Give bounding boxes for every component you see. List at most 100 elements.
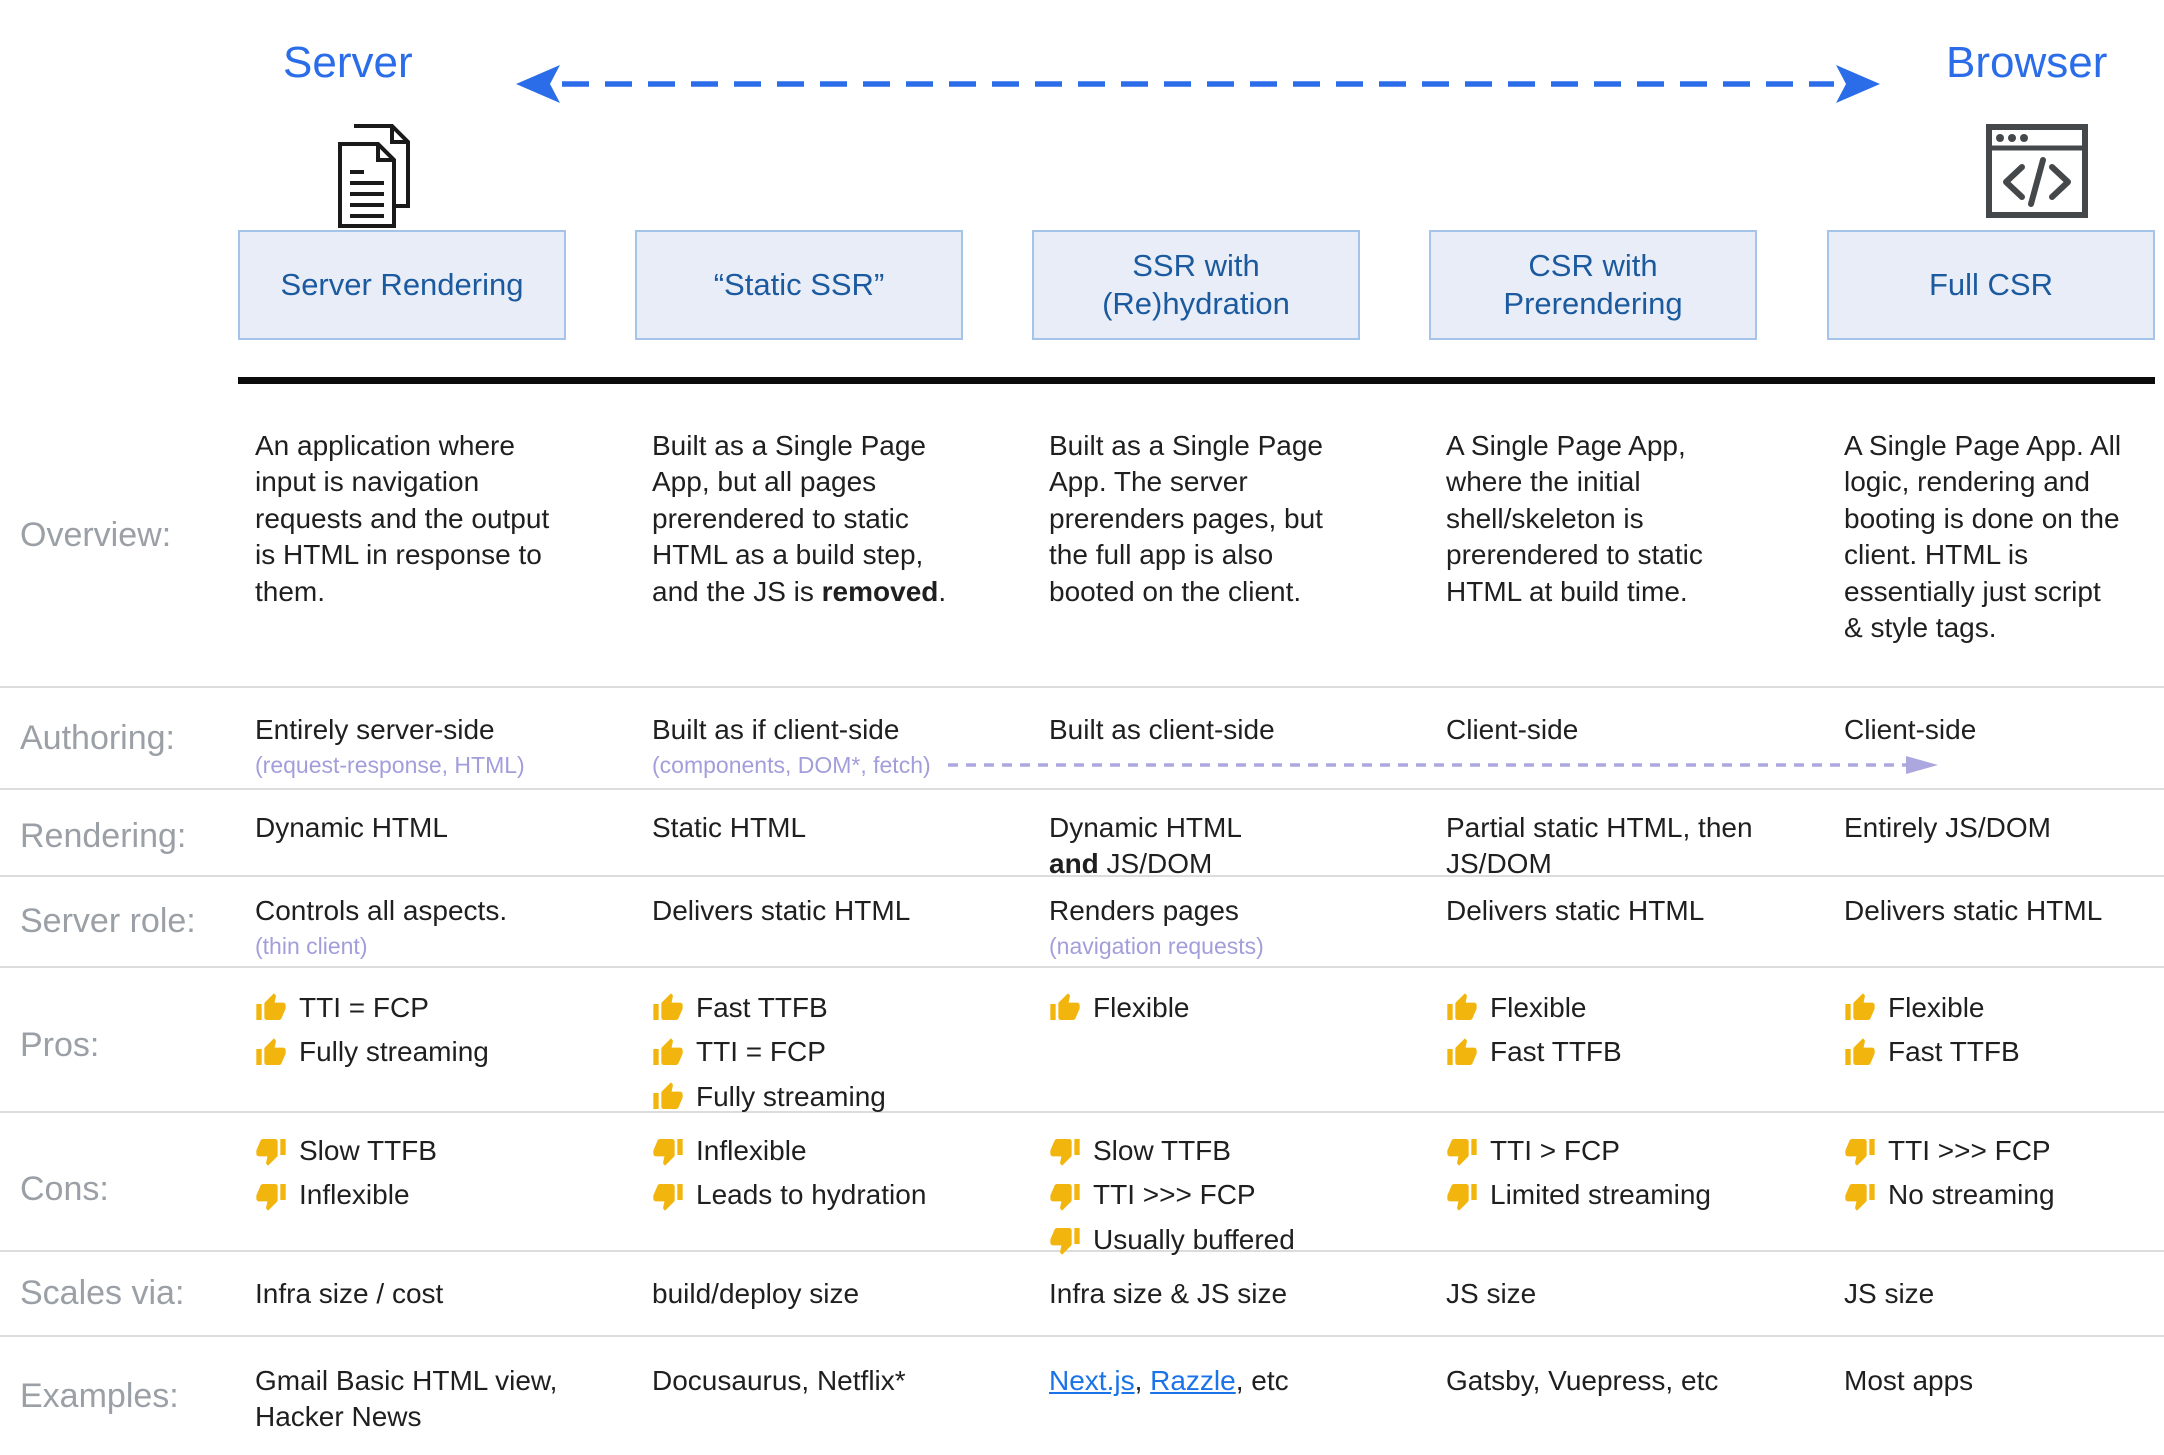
pros-csr-prerendering: Flexible Fast TTFB <box>1429 968 1827 1079</box>
thumb-down-icon <box>652 1180 684 1212</box>
scales-ssr-rehydration: Infra size & JS size <box>1049 1278 1288 1309</box>
cons-static-ssr: Inflexible Leads to hydration <box>635 1113 1032 1222</box>
thumb-down-icon <box>1049 1224 1081 1256</box>
server-label: Server <box>283 38 413 87</box>
thumb-down-icon <box>255 1135 287 1167</box>
pros-ssr-rehydration: Flexible <box>1032 968 1429 1034</box>
pros-full-csr: Flexible Fast TTFB <box>1827 968 2164 1079</box>
row-label-scales-via: Scales via: <box>20 1274 185 1312</box>
thumb-up-icon <box>255 992 287 1024</box>
thumb-down-icon <box>1844 1135 1876 1167</box>
server-role-server-rendering: Controls all aspects. (thin client) <box>238 877 635 961</box>
browser-label: Browser <box>1946 38 2108 87</box>
thumb-down-icon <box>1446 1180 1478 1212</box>
thumb-up-icon <box>1446 992 1478 1024</box>
thumb-down-icon <box>1049 1180 1081 1212</box>
examples-full-csr: Most apps <box>1844 1365 1974 1396</box>
authoring-csr-prerendering: Client-side <box>1446 714 1579 745</box>
server-role-note: (navigation requests) <box>1049 933 1264 960</box>
column-header-full-csr: Full CSR <box>1827 230 2155 340</box>
thumb-down-icon <box>1446 1135 1478 1167</box>
thumb-up-icon <box>1844 992 1876 1024</box>
row-overview: Overview: An application where input is … <box>0 384 2164 688</box>
scales-full-csr: JS size <box>1844 1278 1935 1309</box>
thumb-up-icon <box>652 1037 684 1069</box>
thumb-up-icon <box>1844 1037 1876 1069</box>
thumb-down-icon <box>652 1135 684 1167</box>
row-label-overview: Overview: <box>20 515 172 554</box>
row-authoring: Authoring: Entirely server-side (request-… <box>0 688 2164 790</box>
row-label-examples: Examples: <box>20 1376 179 1415</box>
server-role-ssr-rehydration: Renders pages (navigation requests) <box>1032 877 1429 961</box>
browser-window-icon <box>1986 124 2088 218</box>
rendering-csr-prerendering: Partial static HTML, then JS/DOM <box>1446 812 1753 880</box>
overview-ssr-rehydration: Built as a Single Page App. The server p… <box>1049 430 1323 607</box>
thumb-up-icon <box>652 992 684 1024</box>
row-label-server-role: Server role: <box>20 902 196 940</box>
rendering-static-ssr: Static HTML <box>652 812 807 843</box>
pros-server-rendering: TTI = FCP Fully streaming <box>238 968 635 1079</box>
pros-static-ssr: Fast TTFB TTI = FCP Fully streaming <box>635 968 1032 1123</box>
row-label-pros: Pros: <box>20 1026 100 1065</box>
server-role-full-csr: Delivers static HTML <box>1844 895 2103 926</box>
documents-icon <box>338 124 410 228</box>
thumb-down-icon <box>1844 1180 1876 1212</box>
column-title: CSR with Prerendering <box>1503 248 1683 321</box>
razzle-link[interactable]: Razzle <box>1150 1365 1236 1396</box>
thumb-up-icon <box>1049 992 1081 1024</box>
server-role-note: (thin client) <box>255 933 368 960</box>
server-browser-spectrum-arrow <box>516 65 1880 103</box>
cons-csr-prerendering: TTI > FCP Limited streaming <box>1429 1113 1827 1222</box>
overview-server-rendering: An application where input is navigation… <box>255 430 550 607</box>
server-role-static-ssr: Delivers static HTML <box>652 895 911 926</box>
row-label-rendering: Rendering: <box>20 816 187 855</box>
examples-static-ssr: Docusaurus, Netflix* <box>652 1365 906 1396</box>
column-header-server-rendering: Server Rendering <box>238 230 566 340</box>
thumb-up-icon <box>255 1037 287 1069</box>
rendering-server-rendering: Dynamic HTML <box>255 812 448 843</box>
overview-csr-prerendering: A Single Page App, where the initial she… <box>1446 430 1703 607</box>
column-title: Full CSR <box>1928 267 2053 303</box>
column-title: SSR with (Re)hydration <box>1102 248 1290 321</box>
authoring-full-csr: Client-side <box>1844 714 1977 745</box>
thumb-up-icon <box>1446 1037 1478 1069</box>
thumb-up-icon <box>652 1081 684 1113</box>
authoring-ssr-rehydration: Built as client-side <box>1049 714 1275 745</box>
overview-static-ssr: Built as a Single Page App, but all page… <box>652 430 947 607</box>
column-header-ssr-rehydration: SSR with (Re)hydration <box>1032 230 1360 340</box>
examples-csr-prerendering: Gatsby, Vuepress, etc <box>1446 1365 1719 1396</box>
overview-full-csr: A Single Page App. All logic, rendering … <box>1844 430 2122 643</box>
authoring-note: (request-response, HTML) <box>255 752 525 779</box>
row-scales-via: Scales via: Infra size / cost build/depl… <box>0 1252 2164 1337</box>
cons-ssr-rehydration: Slow TTFB TTI >>> FCP Usually buffered <box>1032 1113 1429 1266</box>
cons-server-rendering: Slow TTFB Inflexible <box>238 1113 635 1222</box>
column-title: Server Rendering <box>280 267 524 303</box>
row-pros: Pros: TTI = FCP Fully streaming Fast TTF… <box>0 968 2164 1113</box>
client-side-trend-arrow <box>948 756 1938 774</box>
authoring-server-rendering: Entirely server-side (request-response, H… <box>238 688 635 780</box>
scales-static-ssr: build/deploy size <box>652 1278 860 1309</box>
scales-csr-prerendering: JS size <box>1446 1278 1537 1309</box>
scales-server-rendering: Infra size / cost <box>255 1278 444 1309</box>
cons-full-csr: TTI >>> FCP No streaming <box>1827 1113 2164 1222</box>
examples-server-rendering: Gmail Basic HTML view, Hacker News <box>255 1365 558 1433</box>
thumb-down-icon <box>1049 1135 1081 1167</box>
rendering-full-csr: Entirely JS/DOM <box>1844 812 2051 843</box>
authoring-static-ssr: Built as if client-side (components, DOM*… <box>635 688 1032 780</box>
row-server-role: Server role: Controls all aspects. (thin … <box>0 877 2164 968</box>
row-examples: Examples: Gmail Basic HTML view, Hacker … <box>0 1337 2164 1455</box>
row-cons: Cons: Slow TTFB Inflexible Inflexible Le… <box>0 1113 2164 1255</box>
nextjs-link[interactable]: Next.js <box>1049 1365 1135 1396</box>
row-label-authoring: Authoring: <box>20 718 175 757</box>
column-header-static-ssr: “Static SSR” <box>635 230 963 340</box>
authoring-note: (components, DOM*, fetch) <box>652 752 931 779</box>
row-rendering: Rendering: Dynamic HTML Static HTML Dyna… <box>0 790 2164 879</box>
examples-ssr-rehydration: Next.js, Razzle, etc <box>1049 1365 1289 1396</box>
column-header-csr-prerendering: CSR with Prerendering <box>1429 230 1757 340</box>
server-role-csr-prerendering: Delivers static HTML <box>1446 895 1705 926</box>
row-label-cons: Cons: <box>20 1170 109 1209</box>
comparison-table: Overview: An application where input is … <box>0 384 2164 1455</box>
thumb-down-icon <box>255 1180 287 1212</box>
column-title: “Static SSR” <box>713 267 885 303</box>
